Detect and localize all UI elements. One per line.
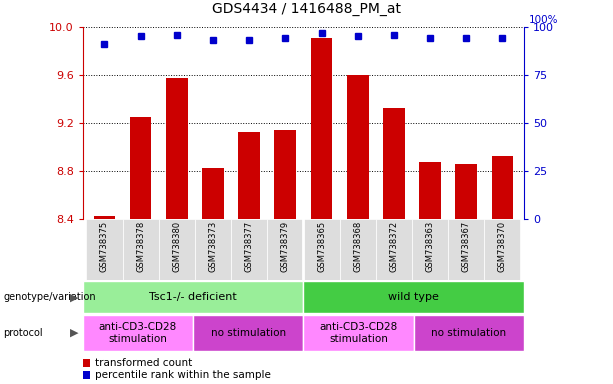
Text: GSM738378: GSM738378 — [136, 221, 145, 272]
Bar — [376, 219, 412, 280]
Bar — [340, 219, 376, 280]
Bar — [193, 315, 303, 351]
Text: GSM738367: GSM738367 — [462, 221, 471, 272]
Text: Tsc1-/- deficient: Tsc1-/- deficient — [149, 292, 237, 302]
Text: GSM738365: GSM738365 — [317, 221, 326, 272]
Text: GSM738380: GSM738380 — [172, 221, 181, 272]
Bar — [202, 169, 224, 219]
Text: GSM738373: GSM738373 — [208, 221, 218, 272]
Text: anti-CD3-CD28
stimulation: anti-CD3-CD28 stimulation — [99, 322, 177, 344]
Bar — [303, 315, 414, 351]
Bar — [311, 38, 332, 219]
Text: 100%: 100% — [528, 15, 558, 25]
Bar — [303, 281, 524, 313]
Bar — [83, 281, 303, 313]
Bar — [484, 219, 520, 280]
Bar — [275, 130, 296, 219]
Bar — [303, 219, 340, 280]
Bar — [130, 117, 151, 219]
Bar — [159, 219, 195, 280]
Text: GSM738370: GSM738370 — [498, 221, 507, 272]
Text: GSM738368: GSM738368 — [353, 221, 362, 272]
Text: GSM738372: GSM738372 — [389, 221, 398, 272]
Text: GDS4434 / 1416488_PM_at: GDS4434 / 1416488_PM_at — [212, 2, 401, 16]
Text: GSM738377: GSM738377 — [245, 221, 254, 272]
Bar — [455, 164, 477, 219]
Text: protocol: protocol — [3, 328, 43, 338]
Bar — [347, 75, 368, 219]
Bar — [448, 219, 484, 280]
Bar — [238, 132, 260, 219]
Text: anti-CD3-CD28
stimulation: anti-CD3-CD28 stimulation — [319, 322, 398, 344]
Bar — [86, 219, 123, 280]
Bar — [419, 162, 441, 219]
Text: wild type: wild type — [389, 292, 439, 302]
Bar — [383, 108, 405, 219]
Bar — [123, 219, 159, 280]
Text: GSM738363: GSM738363 — [425, 221, 435, 272]
Text: ▶: ▶ — [70, 328, 78, 338]
Bar — [414, 315, 524, 351]
Bar — [412, 219, 448, 280]
Text: transformed count: transformed count — [95, 358, 192, 368]
Text: ▶: ▶ — [70, 292, 78, 302]
Text: no stimulation: no stimulation — [432, 328, 506, 338]
Bar — [231, 219, 267, 280]
Text: GSM738375: GSM738375 — [100, 221, 109, 272]
Text: percentile rank within the sample: percentile rank within the sample — [95, 370, 271, 380]
Text: genotype/variation: genotype/variation — [3, 292, 96, 302]
Bar — [267, 219, 303, 280]
Bar — [83, 315, 193, 351]
Bar — [94, 217, 115, 219]
Bar — [195, 219, 231, 280]
Text: no stimulation: no stimulation — [211, 328, 286, 338]
Bar — [166, 78, 188, 219]
Text: GSM738379: GSM738379 — [281, 221, 290, 272]
Bar — [492, 157, 513, 219]
